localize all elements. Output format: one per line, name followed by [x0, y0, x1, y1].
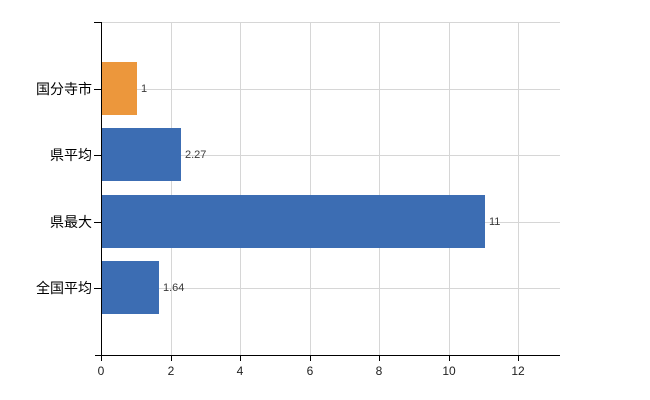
category-label: 全国平均 [36, 280, 92, 296]
gridline-vertical [379, 22, 380, 355]
plot-top-gridline [101, 22, 560, 23]
bar [102, 128, 181, 181]
x-tick-label: 8 [375, 364, 383, 378]
y-tick [94, 155, 101, 156]
category-label: 県平均 [50, 147, 92, 163]
bar-value-label: 1 [141, 83, 148, 95]
bar-value-label: 11 [489, 216, 501, 228]
x-tick-label: 4 [236, 364, 244, 378]
gridline-vertical [240, 22, 241, 355]
category-label: 国分寺市 [36, 81, 92, 97]
gridline-vertical [171, 22, 172, 355]
x-tick [310, 355, 311, 361]
x-tick [379, 355, 380, 361]
category-label: 県最大 [50, 214, 92, 230]
x-tick-label: 6 [306, 364, 314, 378]
gridline-vertical [310, 22, 311, 355]
x-axis-line [95, 355, 560, 356]
x-tick-label: 0 [97, 364, 105, 378]
y-tick [94, 89, 101, 90]
bar [102, 62, 137, 115]
y-tick [94, 22, 101, 23]
x-tick [101, 355, 102, 361]
gridline-horizontal [101, 288, 560, 289]
bar [102, 261, 159, 314]
x-tick [449, 355, 450, 361]
x-tick [240, 355, 241, 361]
x-tick [171, 355, 172, 361]
x-tick [518, 355, 519, 361]
gridline-vertical [449, 22, 450, 355]
x-tick-label: 10 [442, 364, 456, 378]
bar-value-label: 2.27 [185, 149, 207, 161]
gridline-horizontal [101, 155, 560, 156]
bar [102, 195, 485, 248]
gridline-vertical [518, 22, 519, 355]
x-tick-label: 12 [511, 364, 525, 378]
gridline-horizontal [101, 89, 560, 90]
y-tick [94, 288, 101, 289]
y-axis-line [101, 22, 102, 356]
x-tick-label: 2 [167, 364, 175, 378]
bar-value-label: 1.64 [163, 282, 185, 294]
y-tick [94, 222, 101, 223]
